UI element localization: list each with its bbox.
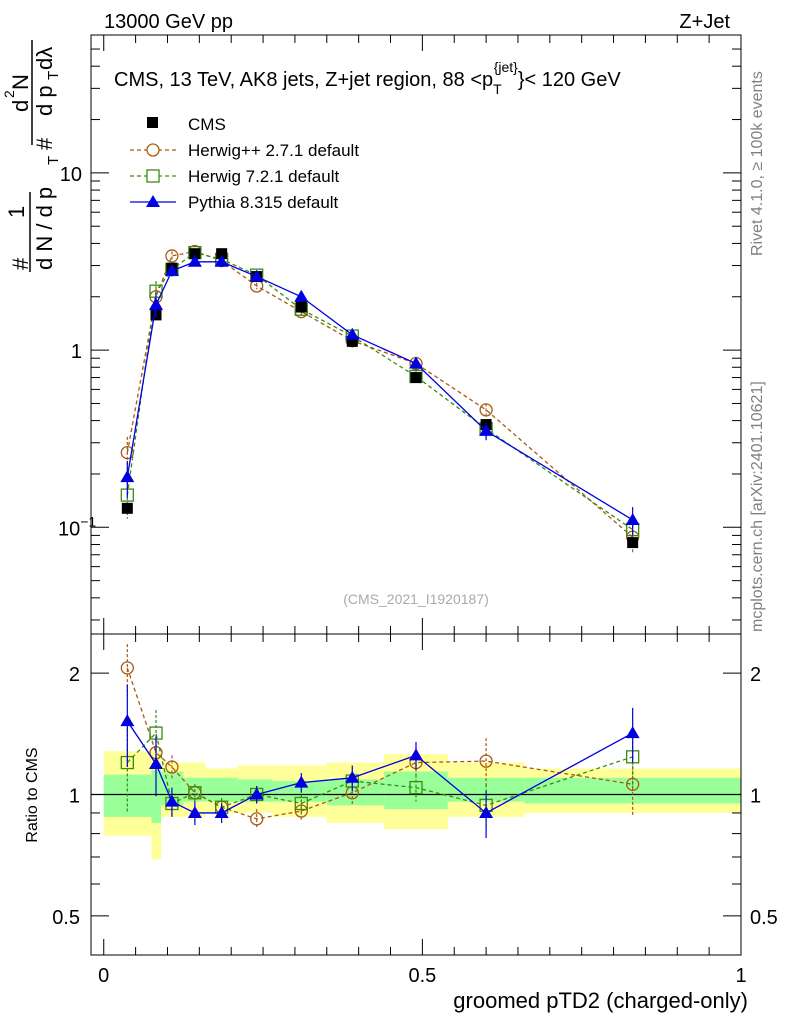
- ratio-point-pythia-8-315-default: [187, 805, 202, 818]
- legend-marker-pythia: [146, 195, 160, 207]
- y-title-numerator-sup: 2: [1, 90, 17, 98]
- ratio-point-herwig-7-2-1-default: [409, 780, 423, 795]
- chart-title-prefix: CMS, 13 TeV, AK8 jets, Z+jet region, 88 …: [114, 69, 493, 91]
- chart-title-sub: T: [493, 81, 502, 97]
- data-point-herwig-2-7-1-default: [165, 249, 179, 263]
- legend-marker-herwigpp: [146, 143, 160, 157]
- data-point-pythia-8-315-default: [214, 254, 229, 267]
- data-point-pythia-8-315-default: [164, 263, 179, 276]
- ratio-point-pythia-8-315-default: [120, 714, 135, 727]
- ratio-point-pythia-8-315-default: [164, 794, 179, 807]
- x-tick-label: 0.5: [408, 965, 436, 987]
- legend-marker-herwig7: [146, 169, 160, 183]
- ratio-point-pythia-8-315-default: [479, 805, 494, 818]
- ratio-tick-label-right: 1: [750, 786, 761, 808]
- rivet-version-label: Rivet 4.1.0, ≥ 100k events: [749, 71, 766, 256]
- ratio-band-inner: [205, 777, 238, 802]
- data-point-cms: [216, 248, 228, 260]
- ratio-point-pythia-8-315-default: [214, 805, 229, 818]
- series-line-herwig-2-7-1-default: [126, 250, 634, 538]
- data-point-pythia-8-315-default: [409, 356, 423, 369]
- y-axis-title: # 1 d N / d p T # d 2 N d p T dλ: [1, 40, 62, 272]
- mcplots-label: mcplots.cern.ch [arXiv:2401.10621]: [749, 381, 766, 632]
- header-left-label: 13000 GeV pp: [104, 11, 233, 33]
- analysis-tag: (CMS_2021_I1920187): [343, 591, 489, 607]
- y-title-numerator-d: d: [8, 100, 33, 112]
- ratio-y-title: Ratio to CMS: [24, 747, 41, 842]
- data-point-pythia-8-315-default: [120, 470, 135, 483]
- ratio-point-pythia-8-315-default: [409, 748, 423, 761]
- ratio-tick-label-right: 0.5: [750, 907, 778, 929]
- y-title-denominator: d N / d p: [32, 187, 57, 270]
- legend-label-cms: CMS: [188, 115, 226, 134]
- ratio-line-herwig-2-7-1-default: [126, 667, 633, 820]
- data-point-pythia-8-315-default: [345, 327, 360, 340]
- data-point-pythia-8-315-default: [249, 269, 264, 282]
- x-tick-label: 0: [98, 965, 109, 987]
- y-title-one: 1: [4, 206, 29, 218]
- data-point-pythia-8-315-default: [625, 512, 640, 525]
- ratio-point-herwig-2-7-1-default: [479, 754, 493, 768]
- chart-title-suffix: }< 120 GeV: [518, 69, 622, 91]
- y-title-denominator-sub: T: [45, 156, 62, 165]
- data-point-pythia-8-315-default: [187, 254, 202, 267]
- y-title-dlambda: dλ: [32, 47, 57, 70]
- ratio-point-pythia-8-315-default: [625, 726, 640, 739]
- legend-label-pythia: Pythia 8.315 default: [188, 193, 339, 212]
- data-point-herwig-2-7-1-default: [479, 403, 493, 417]
- ratio-band-inner: [151, 770, 162, 823]
- ratio-frame: [90, 633, 742, 956]
- x-tick-label: 1: [735, 965, 746, 987]
- chart-title: CMS, 13 TeV, AK8 jets, Z+jet region, 88 …: [114, 59, 621, 97]
- ratio-point-herwig-2-7-1-default: [120, 661, 134, 675]
- y-tick-label: 1: [71, 341, 82, 363]
- ratio-point-pythia-8-315-default: [249, 787, 264, 800]
- data-point-pythia-8-315-default: [479, 423, 494, 436]
- y-tick-exponent: −1: [80, 513, 96, 529]
- ratio-tick-label: 2: [69, 664, 80, 686]
- y-title-dpt: d p: [32, 85, 57, 116]
- legend-label-herwigpp: Herwig++ 2.7.1 default: [188, 141, 359, 160]
- main-series-layer: [120, 244, 640, 553]
- y-title-dpt-sub: T: [45, 71, 62, 80]
- ratio-tick-label-right: 2: [750, 664, 761, 686]
- legend: CMS Herwig++ 2.7.1 default Herwig 7.2.1 …: [130, 115, 359, 212]
- ratio-point-herwig-7-2-1-default: [188, 786, 202, 800]
- data-point-cms: [121, 502, 133, 514]
- chart-title-sup: {jet}: [494, 59, 518, 75]
- ratio-point-herwig-2-7-1-default: [250, 812, 264, 826]
- ratio-point-herwig-2-7-1-default: [165, 760, 179, 774]
- header-right-label: Z+Jet: [679, 11, 730, 33]
- x-axis-title: groomed pTD2 (charged-only): [453, 988, 748, 1013]
- data-point-cms: [410, 372, 422, 384]
- legend-marker-cms: [147, 117, 158, 128]
- y-tick-label: 10: [60, 164, 82, 186]
- data-point-pythia-8-315-default: [294, 289, 309, 302]
- data-point-cms: [346, 335, 358, 347]
- data-point-cms: [189, 248, 201, 260]
- y-title-hash-1: #: [8, 257, 33, 270]
- ratio-point-pythia-8-315-default: [294, 775, 309, 788]
- ratio-series-layer: [120, 644, 640, 839]
- ratio-point-herwig-7-2-1-default: [294, 796, 308, 811]
- ratio-point-pythia-8-315-default: [345, 770, 360, 783]
- data-point-cms: [295, 301, 307, 313]
- y-title-numerator-n: N: [8, 74, 33, 90]
- ratio-point-pythia-8-315-default: [149, 757, 163, 770]
- legend-label-herwig7: Herwig 7.2.1 default: [188, 167, 339, 186]
- data-point-cms: [627, 537, 639, 549]
- ratio-tick-label: 0.5: [52, 907, 80, 929]
- data-point-pythia-8-315-default: [149, 297, 163, 310]
- ratio-tick-label: 1: [69, 786, 80, 808]
- y-title-hash-2: #: [32, 137, 57, 150]
